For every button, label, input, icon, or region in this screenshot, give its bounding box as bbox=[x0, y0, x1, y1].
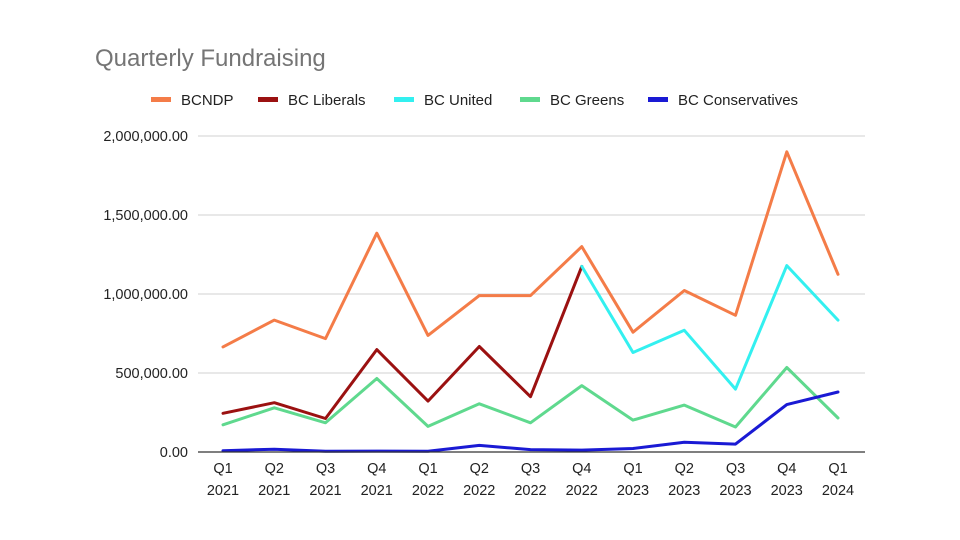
series-line-bc-united bbox=[580, 264, 840, 391]
x-tick-label-quarter: Q3 bbox=[316, 461, 335, 477]
x-tick-label-quarter: Q1 bbox=[623, 461, 642, 477]
x-tick-label-quarter: Q4 bbox=[572, 461, 591, 477]
x-tick-label-quarter: Q2 bbox=[470, 461, 489, 477]
legend-swatch bbox=[394, 97, 414, 102]
x-tick-label-year: 2021 bbox=[258, 483, 290, 499]
x-tick-label-quarter: Q1 bbox=[213, 461, 232, 477]
series-line-bc-liberals bbox=[221, 264, 584, 420]
x-tick-label-quarter: Q2 bbox=[675, 461, 694, 477]
legend-swatch bbox=[648, 97, 668, 102]
x-tick-label-year: 2022 bbox=[514, 483, 546, 499]
x-tick-label-quarter: Q3 bbox=[521, 461, 540, 477]
y-tick-label: 0.00 bbox=[160, 445, 188, 461]
legend-label: BC United bbox=[424, 92, 492, 109]
x-tick-label-year: 2023 bbox=[668, 483, 700, 499]
y-tick-label: 2,000,000.00 bbox=[103, 129, 188, 145]
x-tick-label-quarter: Q3 bbox=[726, 461, 745, 477]
x-tick-label-year: 2021 bbox=[361, 483, 393, 499]
x-tick-label-year: 2023 bbox=[771, 483, 803, 499]
legend: BCNDP BC Liberals BC United BC Greens BC Con… bbox=[151, 92, 798, 109]
chart-title: Quarterly Fundraising bbox=[95, 45, 326, 72]
x-tick-label-year: 2023 bbox=[617, 483, 649, 499]
legend-label: BC Conservatives bbox=[678, 92, 798, 109]
x-tick-label-quarter: Q4 bbox=[367, 461, 386, 477]
x-tick-label-quarter: Q4 bbox=[777, 461, 796, 477]
legend-swatch bbox=[520, 97, 540, 102]
x-tick-label-quarter: Q1 bbox=[828, 461, 847, 477]
x-tick-label-year: 2022 bbox=[463, 483, 495, 499]
series-line-bc-greens bbox=[221, 366, 840, 429]
gridlines bbox=[198, 135, 865, 374]
y-axis-ticks: 0.00 500,000.00 1,000,000.00 1,500,000.00 2,… bbox=[103, 129, 188, 461]
legend-swatch bbox=[258, 97, 278, 102]
legend-swatch bbox=[151, 97, 171, 102]
series-line-bcndp bbox=[221, 150, 840, 349]
legend-label: BC Greens bbox=[550, 92, 624, 109]
legend-label: BC Liberals bbox=[288, 92, 366, 109]
series-line-bc-conservatives bbox=[221, 390, 840, 453]
x-axis-ticks: Q1 2021 Q2 2021 Q3 2021 Q4 2021 Q1 2022 Q2 2022 Q3 20… bbox=[207, 461, 854, 499]
x-tick-label-year: 2022 bbox=[566, 483, 598, 499]
x-tick-label-year: 2023 bbox=[719, 483, 751, 499]
x-tick-label-year: 2022 bbox=[412, 483, 444, 499]
y-tick-label: 1,500,000.00 bbox=[103, 208, 188, 224]
x-tick-label-quarter: Q1 bbox=[418, 461, 437, 477]
x-tick-label-year: 2021 bbox=[309, 483, 341, 499]
x-tick-label-year: 2021 bbox=[207, 483, 239, 499]
legend-label: BCNDP bbox=[181, 92, 234, 109]
series-lines bbox=[221, 150, 840, 453]
y-tick-label: 500,000.00 bbox=[115, 366, 188, 382]
x-tick-label-quarter: Q2 bbox=[265, 461, 284, 477]
y-tick-label: 1,000,000.00 bbox=[103, 287, 188, 303]
x-tick-label-year: 2024 bbox=[822, 483, 854, 499]
